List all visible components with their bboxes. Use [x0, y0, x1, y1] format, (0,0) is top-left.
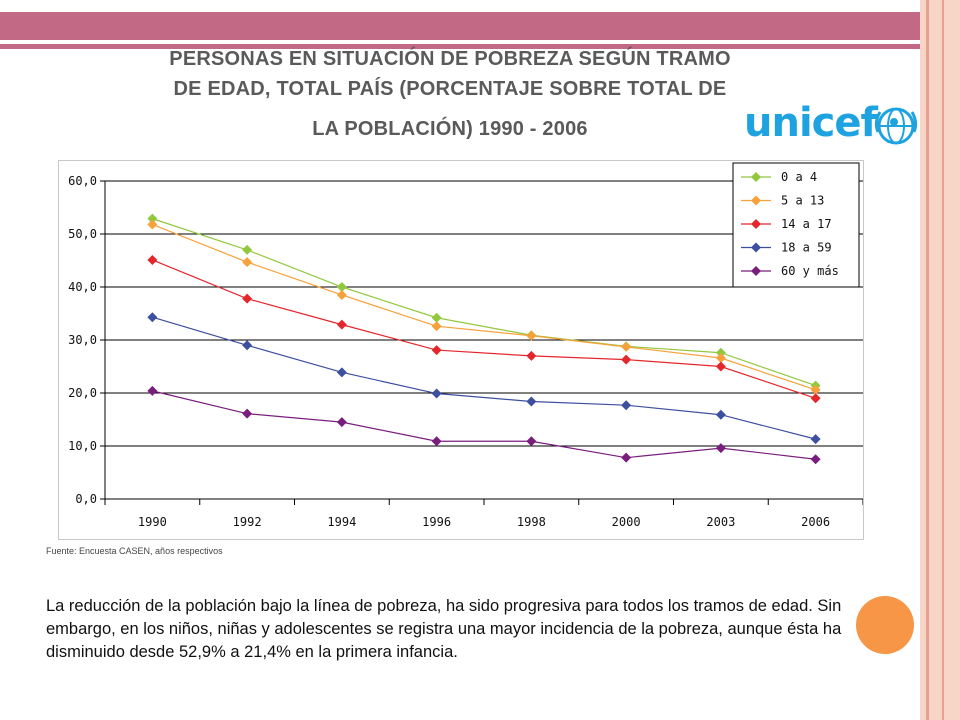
data-point [336, 319, 347, 330]
series-line [152, 390, 816, 460]
y-tick-label: 50,0 [68, 227, 97, 241]
data-point [715, 409, 726, 420]
data-point [431, 345, 442, 356]
series-line [152, 218, 816, 387]
header-band-thin [0, 44, 960, 49]
legend-label: 14 a 17 [781, 217, 832, 231]
title-line-1: PERSONAS EN SITUACIÓN DE POBREZA SEGÚN T… [169, 48, 731, 70]
x-tick-label: 1990 [138, 515, 167, 529]
x-tick-label: 2000 [612, 515, 641, 529]
data-point [147, 254, 158, 265]
data-point [147, 312, 158, 323]
globe-icon [874, 107, 918, 145]
y-tick-label: 40,0 [68, 280, 97, 294]
data-point [336, 367, 347, 378]
y-tick-label: 20,0 [68, 386, 97, 400]
legend-label: 5 a 13 [781, 194, 824, 208]
series-line [152, 223, 816, 391]
x-tick-label: 2003 [706, 515, 735, 529]
y-tick-label: 0,0 [75, 492, 97, 506]
poverty-line-chart: 0,0 10,0 20,0 30,0 40,0 50,0 60,0 1990 1992 1994 1… [68, 162, 864, 529]
legend-label: 18 a 59 [781, 241, 832, 255]
data-point [526, 436, 537, 447]
legend-label: 60 y más [781, 264, 839, 278]
data-point [242, 408, 253, 419]
data-point [336, 417, 347, 428]
data-point [810, 454, 821, 465]
data-point [621, 452, 632, 463]
x-tick-label: 1994 [327, 515, 356, 529]
description-paragraph: La reducción de la población bajo la lín… [46, 597, 842, 661]
data-point [715, 347, 726, 358]
data-point [336, 289, 347, 300]
side-stripe [942, 0, 944, 720]
data-point [242, 340, 253, 351]
chart-container: 0,0 10,0 20,0 30,0 40,0 50,0 60,0 1990 1992 1994 1… [58, 160, 864, 540]
legend-marker [751, 172, 761, 182]
data-point [715, 361, 726, 372]
title-line-3: LA POBLACIÓN) 1990 - 2006 [312, 118, 588, 140]
data-point [242, 244, 253, 255]
x-tick-label: 1992 [233, 515, 262, 529]
y-tick-label: 30,0 [68, 333, 97, 347]
unicef-logo: unicef [744, 100, 924, 152]
data-point [147, 385, 158, 396]
legend-marker [751, 266, 761, 276]
legend-marker [751, 242, 761, 253]
data-point [147, 219, 158, 230]
x-tick-label: 2006 [801, 515, 830, 529]
y-tick-label: 60,0 [68, 174, 97, 188]
x-tick-label: 1996 [422, 515, 451, 529]
data-point [810, 393, 821, 404]
data-point [242, 293, 253, 304]
data-point [431, 388, 442, 399]
decorative-circle [856, 596, 914, 654]
page-title: PERSONAS EN SITUACIÓN DE POBREZA SEGÚN T… [40, 44, 860, 144]
data-point [715, 353, 726, 364]
data-point [621, 341, 632, 352]
data-point [242, 257, 253, 268]
title-line-2: DE EDAD, TOTAL PAÍS (PORCENTAJE SOBRE TO… [173, 78, 727, 100]
y-tick-label: 10,0 [68, 439, 97, 453]
legend-marker [751, 219, 761, 229]
data-point [431, 321, 442, 332]
data-point [336, 282, 347, 292]
data-point [431, 312, 442, 323]
data-point [715, 443, 726, 454]
legend-marker [751, 195, 761, 206]
side-decoration [920, 0, 960, 720]
data-point [526, 330, 537, 341]
data-point [526, 396, 537, 407]
legend-label: 0 a 4 [781, 170, 817, 184]
data-point [526, 350, 537, 361]
source-note: Fuente: Encuesta CASEN, años respectivos [46, 546, 223, 556]
data-point [810, 434, 821, 445]
data-point [431, 436, 442, 447]
series-line [152, 316, 816, 440]
side-stripe [926, 0, 929, 720]
logo-wordmark: unicef [744, 100, 878, 146]
data-point [621, 400, 632, 411]
x-tick-label: 1998 [517, 515, 546, 529]
header-band [0, 12, 960, 40]
data-point [147, 213, 158, 224]
data-point [621, 354, 632, 365]
data-point [810, 384, 821, 395]
series-line [152, 259, 816, 399]
